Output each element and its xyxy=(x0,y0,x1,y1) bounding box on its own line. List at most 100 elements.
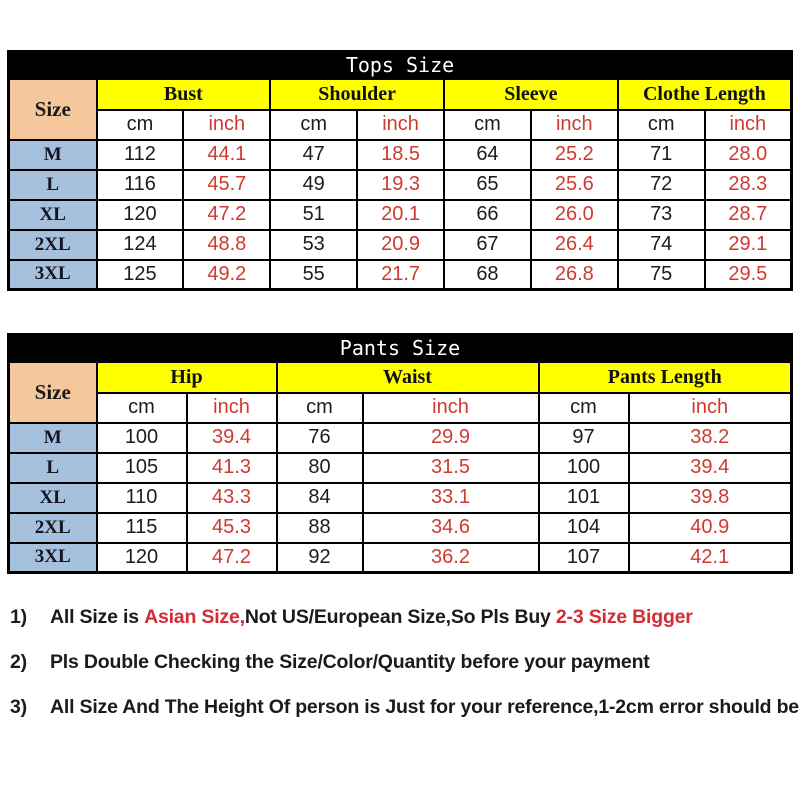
unit-cm: cm xyxy=(275,391,364,424)
note-2: 2) Pls Double Checking the Size/Color/Qua… xyxy=(10,651,796,677)
cell-value: 92 xyxy=(275,541,364,574)
cell-value: 124 xyxy=(95,228,185,261)
note-segment: Pls Double Checking the Size/Color/Quant… xyxy=(50,651,650,673)
note-segment-highlight: 2-3 Size Bigger xyxy=(555,606,693,628)
cell-value: 28.3 xyxy=(703,168,793,201)
cell-value: 75 xyxy=(616,258,706,291)
table-row: 3XL 125 49.2 55 21.7 68 26.8 75 29.5 xyxy=(7,258,793,291)
note-segment: All Size And The Height Of person is Jus… xyxy=(50,696,800,718)
cell-value: 49 xyxy=(269,168,359,201)
cell-value: 20.9 xyxy=(356,228,445,261)
cell-value: 107 xyxy=(537,541,630,574)
cell-value: 47 xyxy=(269,138,359,171)
cell-value: 51 xyxy=(269,198,359,231)
tops-size-header: Size xyxy=(7,77,98,141)
unit-cm: cm xyxy=(537,391,630,424)
tops-group-clothe-length: Clothe Length xyxy=(616,77,793,111)
pants-size-header: Size xyxy=(7,360,98,424)
cell-value: 73 xyxy=(616,198,706,231)
cell-value: 39.4 xyxy=(185,421,278,454)
unit-cm: cm xyxy=(95,108,185,141)
cell-value: 71 xyxy=(616,138,706,171)
unit-inch: inch xyxy=(182,108,272,141)
cell-value: 68 xyxy=(443,258,532,291)
size-label: M xyxy=(7,421,98,454)
cell-value: 104 xyxy=(537,511,630,544)
cell-value: 65 xyxy=(443,168,532,201)
cell-value: 31.5 xyxy=(361,451,540,484)
cell-value: 39.4 xyxy=(627,451,793,484)
cell-value: 45.7 xyxy=(182,168,272,201)
cell-value: 115 xyxy=(95,511,188,544)
size-label: L xyxy=(7,168,98,201)
table-row: L 105 41.3 80 31.5 100 39.4 xyxy=(7,451,793,484)
cell-value: 112 xyxy=(95,138,185,171)
tops-table-title: Tops Size xyxy=(7,50,793,77)
cell-value: 42.1 xyxy=(627,541,793,574)
cell-value: 100 xyxy=(537,451,630,484)
unit-cm: cm xyxy=(443,108,532,141)
pants-table-title: Pants Size xyxy=(7,333,793,360)
cell-value: 66 xyxy=(443,198,532,231)
size-label: XL xyxy=(7,198,98,231)
unit-inch: inch xyxy=(703,108,793,141)
cell-value: 120 xyxy=(95,541,188,574)
cell-value: 72 xyxy=(616,168,706,201)
cell-value: 48.8 xyxy=(182,228,272,261)
size-label: 3XL xyxy=(7,541,98,574)
cell-value: 19.3 xyxy=(356,168,445,201)
cell-value: 88 xyxy=(275,511,364,544)
cell-value: 84 xyxy=(275,481,364,514)
unit-inch: inch xyxy=(529,108,619,141)
unit-inch: inch xyxy=(356,108,445,141)
cell-value: 29.9 xyxy=(361,421,540,454)
cell-value: 29.1 xyxy=(703,228,793,261)
cell-value: 47.2 xyxy=(185,541,278,574)
cell-value: 21.7 xyxy=(356,258,445,291)
cell-value: 25.6 xyxy=(529,168,619,201)
cell-value: 53 xyxy=(269,228,359,261)
table-row: 3XL 120 47.2 92 36.2 107 42.1 xyxy=(7,541,793,574)
cell-value: 43.3 xyxy=(185,481,278,514)
cell-value: 76 xyxy=(275,421,364,454)
cell-value: 64 xyxy=(443,138,532,171)
cell-value: 101 xyxy=(537,481,630,514)
note-number: 2) xyxy=(10,651,27,673)
cell-value: 28.0 xyxy=(703,138,793,171)
cell-value: 44.1 xyxy=(182,138,272,171)
pants-table: Size Hip Waist Pants Length cm inch cm i… xyxy=(7,360,793,574)
cell-value: 36.2 xyxy=(361,541,540,574)
cell-value: 47.2 xyxy=(182,198,272,231)
cell-value: 125 xyxy=(95,258,185,291)
table-row: XL 120 47.2 51 20.1 66 26.0 73 28.7 xyxy=(7,198,793,231)
table-row: 2XL 124 48.8 53 20.9 67 26.4 74 29.1 xyxy=(7,228,793,261)
cell-value: 74 xyxy=(616,228,706,261)
unit-inch: inch xyxy=(627,391,793,424)
cell-value: 55 xyxy=(269,258,359,291)
cell-value: 34.6 xyxy=(361,511,540,544)
table-row: M 100 39.4 76 29.9 97 38.2 xyxy=(7,421,793,454)
table-row: M 112 44.1 47 18.5 64 25.2 71 28.0 xyxy=(7,138,793,171)
tops-group-bust: Bust xyxy=(95,77,272,111)
unit-inch: inch xyxy=(361,391,540,424)
cell-value: 29.5 xyxy=(703,258,793,291)
cell-value: 105 xyxy=(95,451,188,484)
cell-value: 20.1 xyxy=(356,198,445,231)
cell-value: 67 xyxy=(443,228,532,261)
cell-value: 120 xyxy=(95,198,185,231)
unit-cm: cm xyxy=(616,108,706,141)
cell-value: 28.7 xyxy=(703,198,793,231)
note-number: 3) xyxy=(10,696,27,718)
size-label: L xyxy=(7,451,98,484)
unit-inch: inch xyxy=(185,391,278,424)
cell-value: 33.1 xyxy=(361,481,540,514)
cell-value: 39.8 xyxy=(627,481,793,514)
size-label: 2XL xyxy=(7,511,98,544)
cell-value: 26.8 xyxy=(529,258,619,291)
cell-value: 97 xyxy=(537,421,630,454)
table-row: 2XL 115 45.3 88 34.6 104 40.9 xyxy=(7,511,793,544)
table-row: XL 110 43.3 84 33.1 101 39.8 xyxy=(7,481,793,514)
cell-value: 26.4 xyxy=(529,228,619,261)
notes-section: 1) All Size is Asian Size,Not US/European… xyxy=(10,606,800,741)
